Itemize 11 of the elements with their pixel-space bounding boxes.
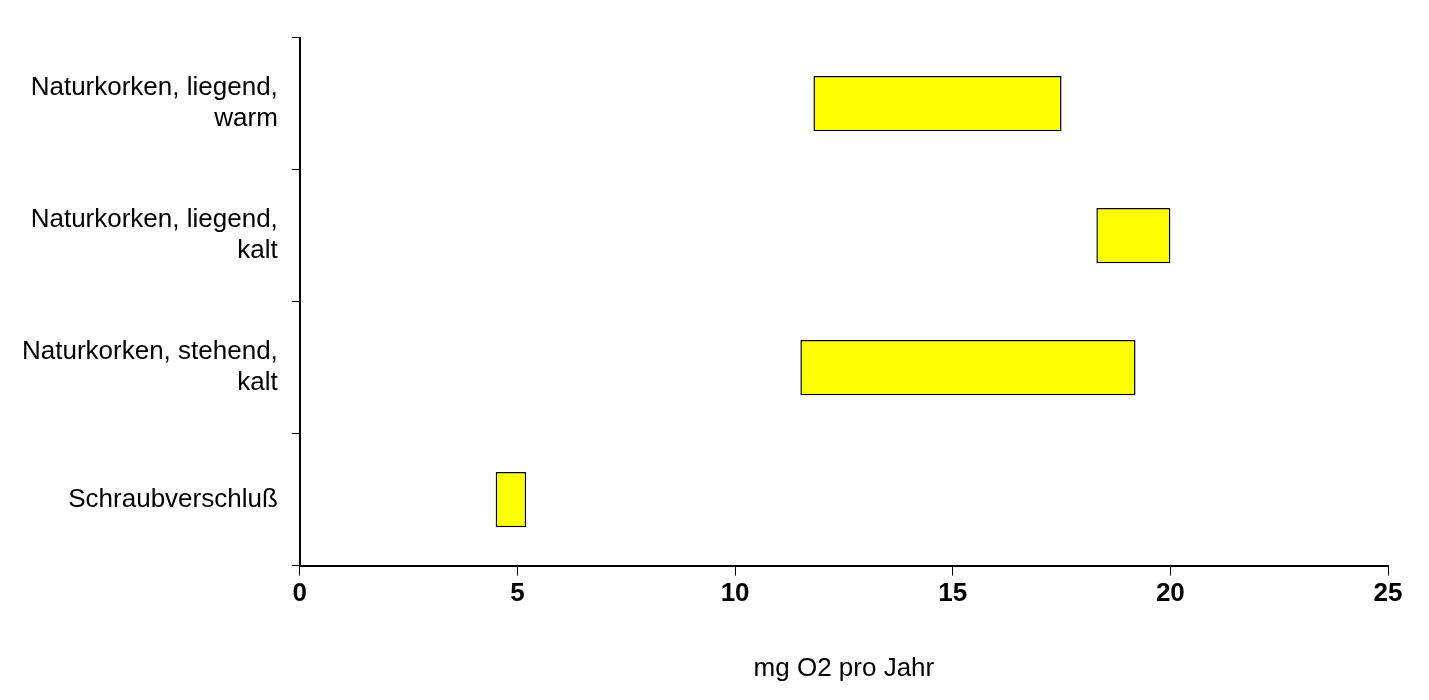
y-tick-label: Naturkorken, liegend, warm xyxy=(30,71,278,133)
x-axis-title: mg O2 pro Jahr xyxy=(753,651,935,682)
y-tick-label: Naturkorken, stehend, kalt xyxy=(22,335,279,397)
y-tick-label: Schraubverschluß xyxy=(68,482,278,513)
x-tick-label: 20 xyxy=(1155,577,1185,608)
x-tick-label: 10 xyxy=(720,577,750,608)
y-tick-label: Naturkorken, liegend, kalt xyxy=(30,203,279,265)
x-tick-label: 0 xyxy=(292,577,308,608)
x-tick-label: 15 xyxy=(938,577,968,608)
x-tick-label: 5 xyxy=(510,577,525,608)
x-tick-label: 25 xyxy=(1373,577,1403,608)
